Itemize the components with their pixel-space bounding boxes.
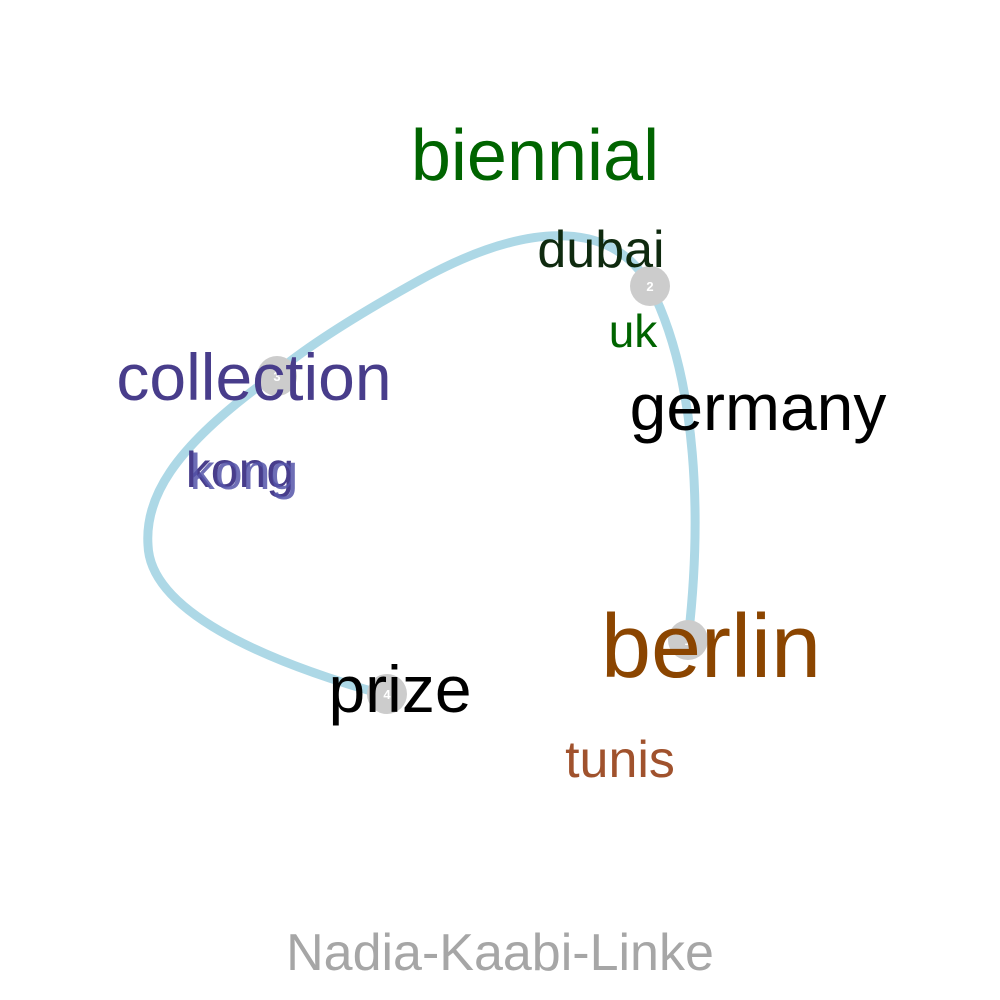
svg-text:2: 2 (646, 279, 653, 294)
word-biennial: biennial (411, 116, 659, 196)
word-uk: uk (609, 305, 659, 357)
path-marker-4: 4 (367, 674, 407, 714)
path-marker-3: 3 (257, 356, 297, 396)
word-berlin: berlin (601, 597, 821, 697)
word-collection: collection (116, 340, 391, 414)
word-tunis: tunis (565, 731, 675, 789)
svg-text:1: 1 (684, 633, 691, 648)
svg-text:4: 4 (383, 687, 391, 702)
svg-text:3: 3 (273, 369, 280, 384)
path-marker-1: 1 (668, 620, 708, 660)
page-title: Nadia-Kaabi-Linke (286, 924, 714, 982)
word-kong: kong (190, 444, 298, 500)
route-path (143, 231, 700, 700)
word-kong-shadow: kong (186, 442, 294, 498)
word-dubai: dubai (537, 221, 664, 279)
word-germany: germany (630, 370, 887, 444)
path-marker-2: 2 (630, 266, 670, 306)
word-prize: prize (328, 652, 471, 726)
